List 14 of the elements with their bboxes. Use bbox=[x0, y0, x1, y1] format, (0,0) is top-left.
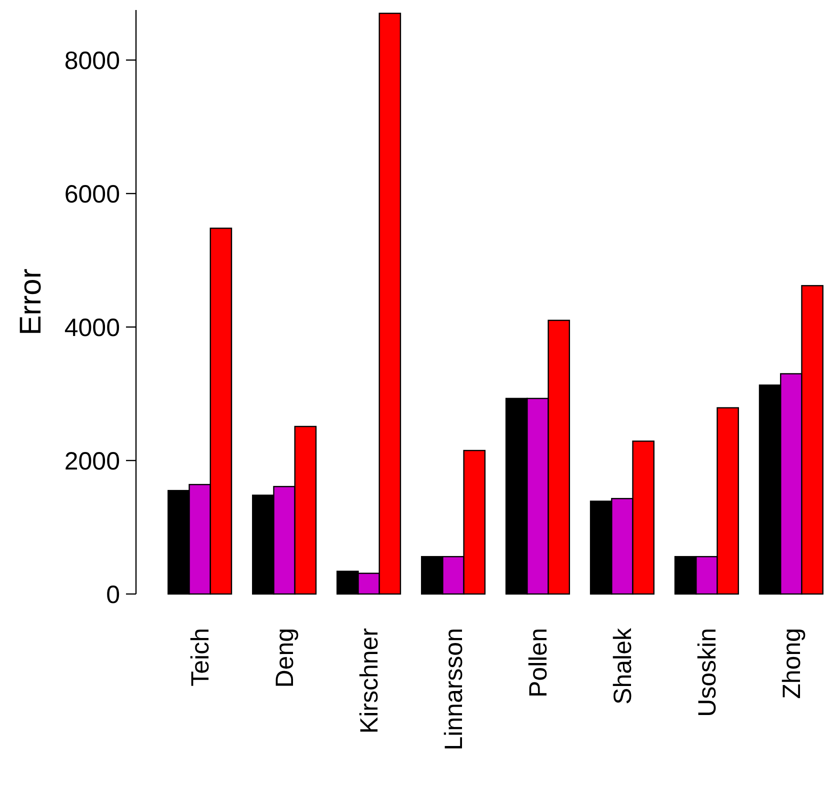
y-tick-label: 4000 bbox=[64, 314, 120, 342]
x-tick-label: Usoskin bbox=[693, 628, 722, 717]
x-tick-label: Kirschner bbox=[356, 628, 384, 734]
x-tick-label: Deng bbox=[271, 628, 300, 688]
y-tick-label: 2000 bbox=[64, 447, 120, 476]
x-tick-label: Pollen bbox=[524, 628, 552, 698]
x-tick-label: Shalek bbox=[608, 628, 637, 704]
y-tick-label: 8000 bbox=[64, 46, 120, 75]
y-tick-label: 6000 bbox=[64, 180, 120, 208]
x-tick-label: Teich bbox=[186, 628, 215, 686]
y-axis-title: Error bbox=[14, 268, 48, 336]
y-tick-label: 0 bbox=[106, 580, 120, 609]
x-tick-label: Zhong bbox=[778, 628, 806, 699]
x-tick-label: Linnarsson bbox=[440, 628, 468, 750]
